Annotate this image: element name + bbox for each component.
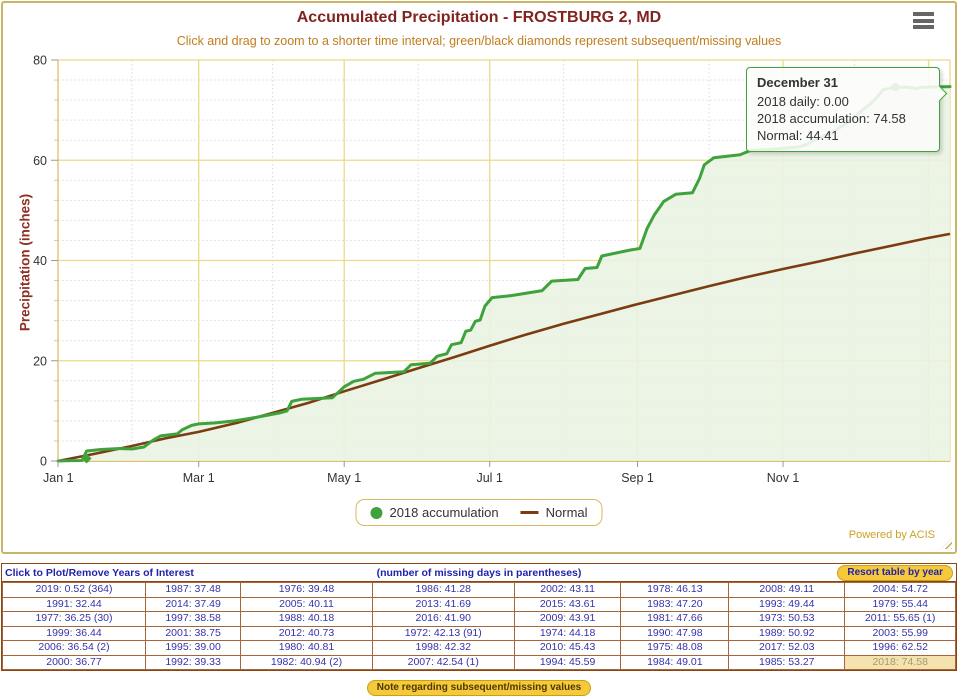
year-cell[interactable]: 2011: 55.65 (1) xyxy=(844,611,956,627)
legend-label-accumulation: 2018 accumulation xyxy=(389,505,499,520)
year-cell[interactable]: 2012: 40.73 xyxy=(240,625,373,641)
year-cell[interactable]: 1995: 39.00 xyxy=(144,640,242,656)
year-cell[interactable]: 2000: 36.77 xyxy=(2,654,146,670)
year-cell[interactable]: 2010: 45.43 xyxy=(513,640,622,656)
table-row: 2006: 36.54 (2) 1995: 39.00 1980: 40.81 199… xyxy=(2,640,956,656)
year-cell[interactable]: 2002: 43.11 xyxy=(513,582,622,598)
table-row: 1991: 32.44 2014: 37.49 2005: 40.11 2013: 4… xyxy=(2,596,956,612)
powered-by-acis-link[interactable]: Powered by ACIS xyxy=(848,529,935,541)
year-cell[interactable]: 1996: 62.52 xyxy=(844,640,956,656)
hamburger-menu-icon[interactable] xyxy=(911,12,935,32)
year-cell[interactable]: 1986: 41.28 xyxy=(371,582,515,598)
x-tick-label: Jan 1 xyxy=(43,471,74,485)
tooltip-daily: 2018 daily: 0.00 xyxy=(757,94,849,109)
note-button[interactable]: Note regarding subsequent/missing values xyxy=(366,680,592,696)
table-row: 2000: 36.77 1992: 39.33 1982: 40.94 (2) 200… xyxy=(2,654,956,670)
resize-handle-icon[interactable] xyxy=(941,538,952,549)
resort-table-button[interactable]: Resort table by year xyxy=(837,564,953,581)
years-table: 2019: 0.52 (364) 1987: 37.48 1976: 39.48 19… xyxy=(2,582,956,670)
y-tick-label: 60 xyxy=(33,154,47,168)
table-header: Click to Plot/Remove Years of Interest (… xyxy=(2,564,956,582)
year-cell[interactable]: 1987: 37.48 xyxy=(144,582,242,598)
y-tick-label: 0 xyxy=(40,455,47,469)
x-tick-label: May 1 xyxy=(327,471,361,485)
chart-tooltip: December 31 2018 daily: 0.00 2018 accumu… xyxy=(746,67,948,152)
year-cell[interactable]: 2003: 55.99 xyxy=(844,625,956,641)
year-cell[interactable]: 2007: 42.54 (1) xyxy=(371,654,515,670)
y-tick-label: 40 xyxy=(33,254,47,268)
year-cell[interactable]: 2008: 49.11 xyxy=(728,582,846,598)
x-tick-label: Jul 1 xyxy=(476,471,502,485)
year-cell[interactable]: 1978: 46.13 xyxy=(620,582,730,598)
x-tick-label: Nov 1 xyxy=(767,471,800,485)
year-cell-highlighted[interactable]: 2018: 74.58 xyxy=(844,654,956,670)
year-cell[interactable]: 1989: 50.92 xyxy=(728,625,846,641)
normal-line xyxy=(57,232,951,463)
year-cell[interactable]: 1999: 36.44 xyxy=(2,625,146,641)
year-cell[interactable]: 2013: 41.69 xyxy=(371,596,515,612)
year-cell[interactable]: 1991: 32.44 xyxy=(2,596,146,612)
year-cell[interactable]: 1974: 44.18 xyxy=(513,625,622,641)
chart-plot[interactable]: 0 20 40 60 80 Jan 1 Mar 1 May 1 Jul 1 Sep 1 Nov 1 xyxy=(3,3,955,552)
chart-card: Accumulated Precipitation - FROSTBURG 2,… xyxy=(1,1,957,554)
year-cell[interactable]: 2009: 43.91 xyxy=(513,611,622,627)
legend-item-accumulation[interactable]: 2018 accumulation xyxy=(370,505,499,520)
accumulation-area xyxy=(58,86,950,461)
year-cell[interactable]: 1981: 47.66 xyxy=(620,611,730,627)
year-cell[interactable]: 1985: 53.27 xyxy=(728,654,846,670)
year-cell[interactable]: 1982: 40.94 (2) xyxy=(240,654,373,670)
table-row: 1977: 36.25 (30) 1997: 38.58 1988: 40.18 20… xyxy=(2,611,956,627)
year-cell[interactable]: 1992: 39.33 xyxy=(144,654,242,670)
year-cell[interactable]: 2019: 0.52 (364) xyxy=(2,582,146,598)
x-tick-label: Mar 1 xyxy=(183,471,215,485)
year-cell[interactable]: 2015: 43.61 xyxy=(513,596,622,612)
year-cell[interactable]: 2004: 54.72 xyxy=(844,582,956,598)
tooltip-normal: Normal: 44.41 xyxy=(757,128,839,143)
chart-title: Accumulated Precipitation - FROSTBURG 2,… xyxy=(296,9,662,26)
y-tick-label: 20 xyxy=(33,354,47,368)
series-line-icon xyxy=(520,511,539,514)
year-cell[interactable]: 1998: 42.32 xyxy=(371,640,515,656)
year-cell[interactable]: 2014: 37.49 xyxy=(144,596,242,612)
chart-subtitle: Click and drag to zoom to a shorter time… xyxy=(176,34,782,48)
year-cell[interactable]: 1980: 40.81 xyxy=(240,640,373,656)
year-cell[interactable]: 2016: 41.90 xyxy=(371,611,515,627)
table-header-left: Click to Plot/Remove Years of Interest xyxy=(5,566,194,579)
year-cell[interactable]: 2001: 38.75 xyxy=(144,625,242,641)
x-tick-label: Sep 1 xyxy=(621,471,654,485)
note-row: Note regarding subsequent/missing values xyxy=(0,677,958,696)
year-cell[interactable]: 1973: 50.53 xyxy=(728,611,846,627)
tooltip-date: December 31 xyxy=(757,75,838,90)
year-cell[interactable]: 1994: 45.59 xyxy=(513,654,622,670)
series-dot-icon xyxy=(370,506,383,519)
year-cell[interactable]: 1984: 49.01 xyxy=(620,654,730,670)
year-cell[interactable]: 1997: 38.58 xyxy=(144,611,242,627)
year-cell[interactable]: 1977: 36.25 (30) xyxy=(2,611,146,627)
year-cell[interactable]: 1983: 47.20 xyxy=(620,596,730,612)
legend-label-normal: Normal xyxy=(545,505,588,520)
years-table-card: Click to Plot/Remove Years of Interest (… xyxy=(1,563,957,671)
year-cell[interactable]: 1993: 49.44 xyxy=(728,596,846,612)
year-cell[interactable]: 1988: 40.18 xyxy=(240,611,373,627)
year-cell[interactable]: 1979: 55.44 xyxy=(844,596,956,612)
year-cell[interactable]: 2017: 52.03 xyxy=(728,640,846,656)
year-cell[interactable]: 1972: 42.13 (91) xyxy=(371,625,515,641)
year-cell[interactable]: 2006: 36.54 (2) xyxy=(2,640,146,656)
table-row: 1999: 36.44 2001: 38.75 2012: 40.73 1972: 4… xyxy=(2,625,956,641)
legend-item-normal[interactable]: Normal xyxy=(520,505,588,520)
year-cell[interactable]: 1975: 48.08 xyxy=(620,640,730,656)
year-cell[interactable]: 1976: 39.48 xyxy=(240,582,373,598)
y-tick-label: 80 xyxy=(33,54,47,68)
year-cell[interactable]: 2005: 40.11 xyxy=(240,596,373,612)
year-cell[interactable]: 1990: 47.98 xyxy=(620,625,730,641)
tooltip-accumulation: 2018 accumulation: 74.58 xyxy=(757,111,906,126)
chart-legend: 2018 accumulation Normal xyxy=(355,499,603,526)
table-row: 2019: 0.52 (364) 1987: 37.48 1976: 39.48 19… xyxy=(2,582,956,598)
